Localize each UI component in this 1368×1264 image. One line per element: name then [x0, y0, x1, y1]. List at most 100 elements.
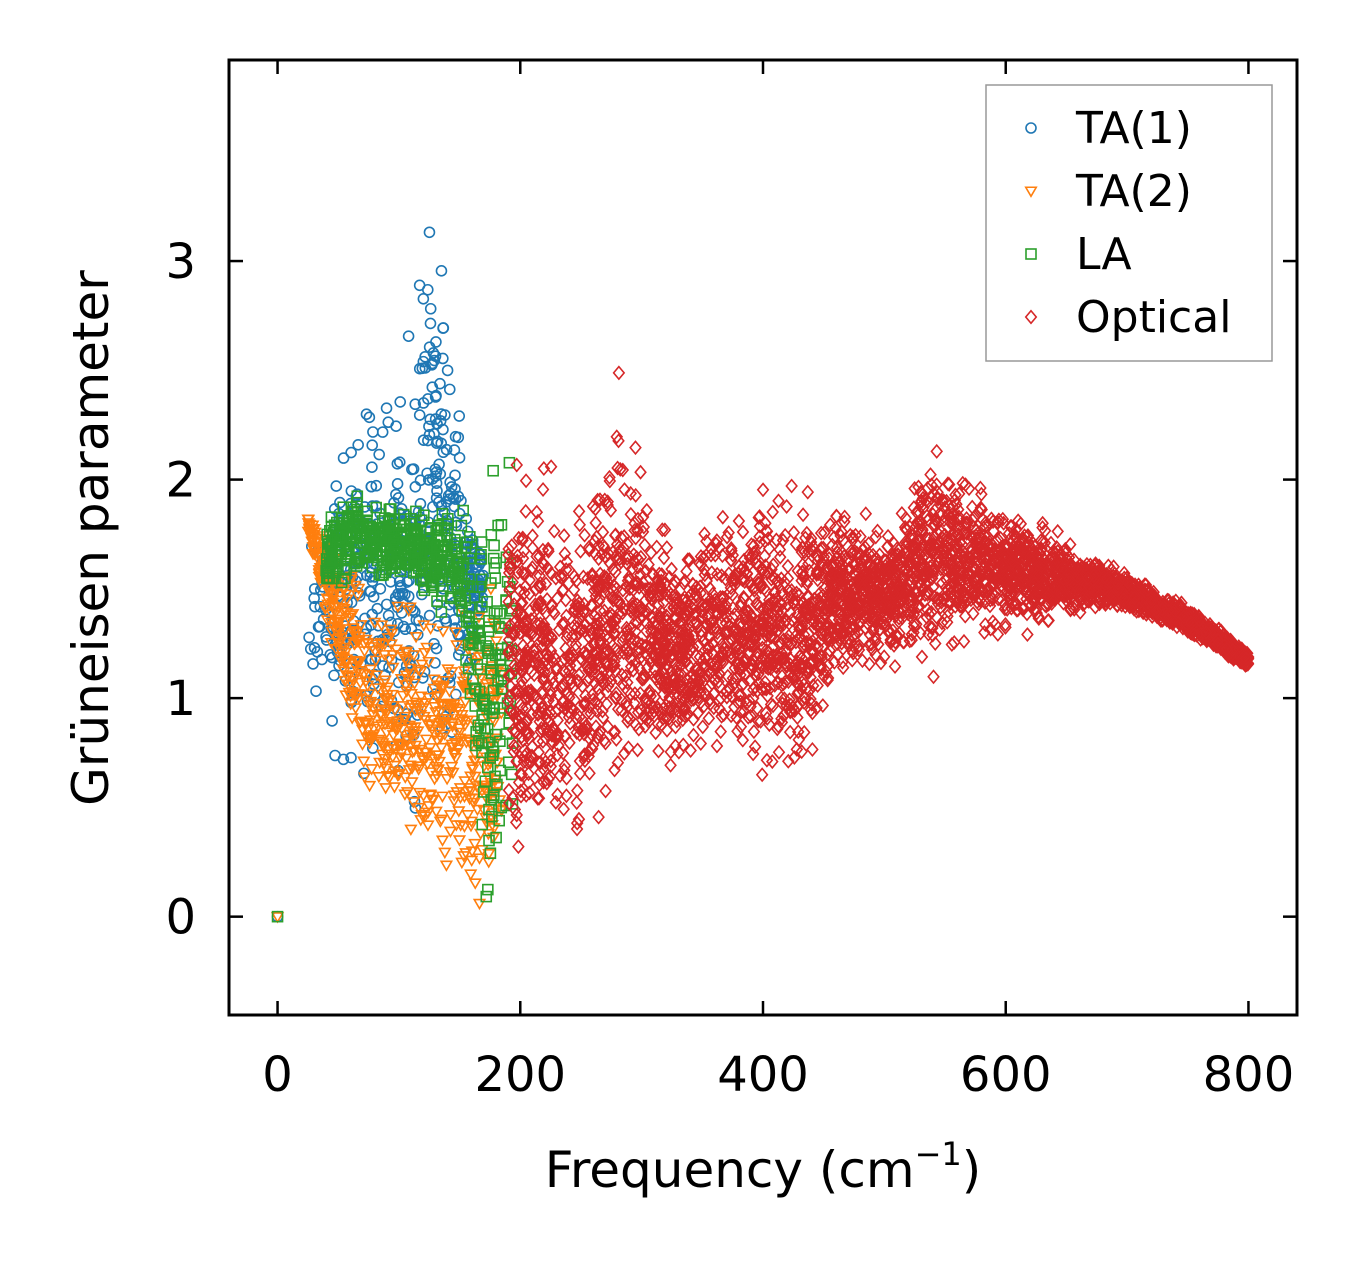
data-point	[856, 653, 869, 669]
data-point	[360, 408, 373, 420]
data-point	[785, 582, 798, 598]
data-point	[338, 624, 352, 636]
data-point	[327, 617, 341, 630]
data-point	[398, 789, 412, 801]
data-point	[1021, 529, 1034, 545]
data-point	[567, 582, 581, 598]
data-point	[523, 785, 536, 801]
data-point	[442, 686, 457, 698]
data-point	[437, 352, 449, 365]
data-point	[407, 463, 420, 475]
data-point	[869, 647, 882, 663]
data-point	[945, 510, 958, 526]
data-point	[366, 439, 379, 452]
data-point	[479, 679, 494, 691]
data-point	[608, 653, 621, 669]
data-point	[370, 539, 383, 551]
data-point	[447, 796, 461, 808]
data-point	[975, 486, 988, 502]
data-point	[748, 590, 761, 606]
data-point	[493, 814, 505, 827]
data-point	[439, 409, 451, 421]
data-point	[558, 729, 572, 745]
data-point	[473, 734, 485, 747]
data-point	[599, 783, 612, 799]
data-point	[371, 554, 384, 567]
data-point	[382, 749, 396, 761]
data-point	[469, 700, 482, 712]
data-point	[917, 580, 931, 596]
data-point	[351, 656, 366, 669]
data-point	[484, 752, 497, 764]
data-point	[697, 561, 711, 577]
data-point	[510, 457, 524, 473]
data-point	[345, 751, 357, 764]
data-point	[540, 775, 554, 791]
data-point	[430, 336, 442, 348]
data-point	[806, 741, 819, 757]
data-point	[451, 578, 463, 591]
data-point	[483, 803, 495, 816]
data-point	[551, 787, 564, 803]
data-point	[986, 514, 1000, 530]
data-point	[598, 492, 612, 508]
data-point	[568, 568, 581, 584]
data-point	[368, 617, 382, 630]
data-point	[369, 655, 383, 667]
data-point	[616, 629, 629, 644]
data-point	[372, 771, 386, 784]
data-point	[407, 528, 420, 540]
data-point	[341, 672, 355, 685]
data-point	[494, 653, 506, 666]
data-point	[557, 528, 571, 544]
data-point	[426, 381, 439, 394]
data-point	[586, 737, 600, 753]
data-point	[795, 744, 808, 760]
data-point	[399, 647, 413, 660]
data-point	[328, 607, 343, 619]
data-point	[407, 678, 422, 690]
data-point	[431, 564, 443, 577]
data-point	[804, 702, 818, 718]
data-point	[432, 690, 446, 703]
data-point	[372, 734, 386, 747]
data-point	[380, 727, 394, 740]
data-point	[421, 820, 435, 832]
data-point	[409, 480, 422, 493]
data-point	[270, 912, 285, 924]
data-point	[936, 575, 949, 591]
data-point	[720, 529, 734, 545]
data-point	[541, 631, 555, 647]
data-point	[312, 621, 325, 633]
data-point	[431, 485, 443, 497]
data-point	[429, 413, 442, 425]
data-point	[763, 717, 776, 733]
data-point	[502, 643, 516, 659]
data-point	[466, 764, 480, 776]
data-point	[610, 731, 623, 747]
data-point	[411, 664, 425, 677]
data-point	[364, 735, 378, 747]
series-la	[271, 456, 519, 923]
data-point	[400, 787, 415, 799]
data-point	[1004, 530, 1018, 546]
data-point	[590, 529, 603, 545]
data-point	[700, 682, 714, 698]
data-point	[687, 727, 700, 743]
data-point	[814, 525, 828, 541]
data-point	[423, 767, 438, 779]
data-point	[979, 557, 993, 573]
data-point	[869, 529, 883, 545]
data-point	[635, 637, 649, 653]
data-point	[726, 547, 740, 563]
data-point	[668, 573, 682, 589]
data-point	[454, 820, 468, 832]
data-point	[456, 676, 471, 688]
data-point	[758, 533, 772, 549]
data-point	[438, 847, 452, 860]
data-point	[530, 504, 544, 520]
data-point	[715, 615, 728, 631]
data-point	[766, 754, 779, 770]
data-point	[642, 557, 655, 573]
data-point	[634, 464, 647, 480]
